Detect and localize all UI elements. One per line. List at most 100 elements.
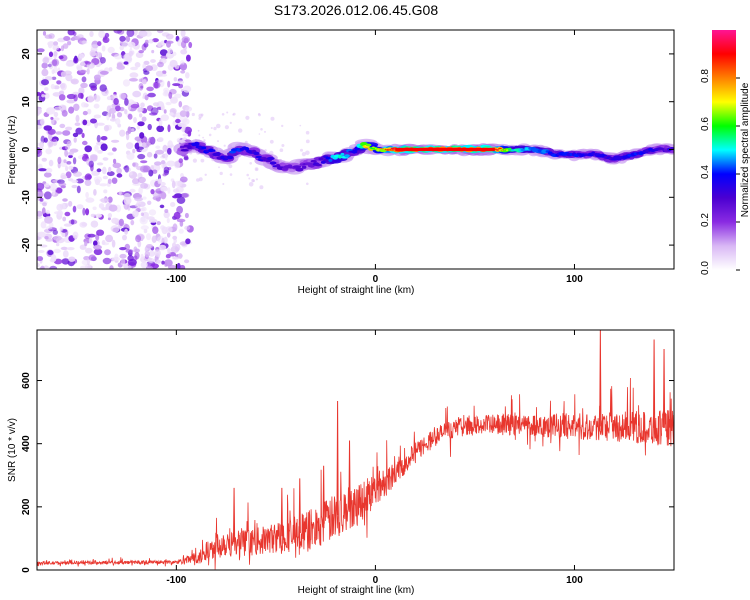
noise-blob <box>51 58 60 67</box>
noise-blob <box>49 265 58 269</box>
noise-blob <box>185 106 193 112</box>
noise-blob <box>100 143 108 151</box>
noise-blob <box>71 179 79 184</box>
noise-blob <box>116 173 123 178</box>
noise-blob <box>58 104 67 110</box>
noise-blob <box>147 257 155 263</box>
noise-blob <box>170 202 176 207</box>
noise-blob <box>163 166 170 174</box>
noise-blob <box>260 128 263 131</box>
noise-blob <box>114 253 119 260</box>
noise-blob <box>68 256 76 262</box>
noise-blob <box>44 92 50 99</box>
noise-blob <box>107 46 115 54</box>
noise-blob <box>139 132 145 139</box>
noise-blob <box>172 195 179 199</box>
noise-blob <box>155 145 161 149</box>
noise-blob <box>37 210 43 217</box>
noise-blob <box>76 66 83 71</box>
noise-blob <box>56 80 62 85</box>
noise-blob <box>281 144 285 147</box>
noise-blob <box>62 198 68 202</box>
noise-blob <box>305 139 310 144</box>
snr-y-tick-label: 0 <box>21 567 32 573</box>
noise-blob <box>155 149 165 155</box>
noise-blob <box>174 93 182 99</box>
noise-blob <box>85 197 95 203</box>
signal-track-blob <box>505 149 509 151</box>
noise-blob <box>129 188 136 193</box>
noise-blob <box>305 130 310 135</box>
noise-blob <box>228 164 233 169</box>
signal-track-blob <box>307 163 315 168</box>
noise-blob <box>167 80 171 88</box>
noise-blob <box>60 45 65 52</box>
noise-blob <box>132 162 139 168</box>
noise-blob <box>61 110 68 117</box>
noise-blob <box>53 235 62 241</box>
noise-blob <box>185 110 190 118</box>
noise-blob <box>157 30 164 34</box>
noise-blob <box>258 133 261 135</box>
noise-blob <box>166 160 176 167</box>
signal-track-blob <box>367 148 370 150</box>
noise-blob <box>70 78 79 85</box>
noise-blob <box>111 217 119 224</box>
snr-plot-area <box>37 330 674 570</box>
noise-blob <box>145 265 154 269</box>
noise-blob <box>68 106 75 114</box>
noise-blob <box>122 234 127 241</box>
noise-blob <box>61 232 66 237</box>
noise-blob <box>167 48 173 54</box>
noise-blob <box>182 118 190 125</box>
noise-blob <box>58 182 67 187</box>
noise-blob <box>44 34 53 39</box>
noise-blob <box>79 69 87 74</box>
noise-blob <box>218 166 220 169</box>
noise-blob <box>150 189 155 195</box>
noise-blob <box>178 228 184 234</box>
noise-blob <box>65 203 69 208</box>
noise-blob <box>107 178 112 184</box>
noise-blob <box>65 145 70 150</box>
noise-blob <box>85 208 90 216</box>
noise-blob <box>73 171 82 177</box>
noise-blob <box>183 156 189 161</box>
noise-blob <box>37 256 44 262</box>
noise-blob <box>93 240 98 247</box>
noise-blob <box>38 168 47 172</box>
noise-blob <box>119 35 126 42</box>
noise-blob <box>132 148 136 154</box>
noise-blob <box>192 158 197 163</box>
noise-blob <box>140 212 144 216</box>
noise-blob <box>138 50 144 54</box>
noise-blob <box>43 125 53 131</box>
noise-blob <box>179 64 186 69</box>
noise-blob <box>73 57 79 64</box>
signal-track-blob <box>372 146 375 148</box>
noise-blob <box>79 62 86 67</box>
noise-blob <box>151 49 155 54</box>
noise-blob <box>165 226 173 233</box>
noise-blob <box>174 160 181 169</box>
noise-blob <box>75 127 83 135</box>
noise-blob <box>157 61 164 68</box>
noise-blob <box>53 248 61 254</box>
noise-blob <box>180 30 186 38</box>
noise-blob <box>68 151 74 155</box>
signal-track-blob <box>498 147 502 150</box>
noise-blob <box>111 239 116 248</box>
snr-panel: -100 0 100 0 200 400 600 Height of straight li… <box>7 329 675 596</box>
noise-blob <box>141 206 147 212</box>
noise-blob <box>127 258 137 266</box>
noise-blob <box>104 32 110 38</box>
noise-blob <box>84 145 92 153</box>
signal-track-blob <box>320 160 326 164</box>
noise-blob <box>269 139 274 144</box>
noise-blob <box>68 200 73 207</box>
noise-blob <box>65 171 72 179</box>
noise-blob <box>111 177 118 184</box>
noise-blob <box>65 73 73 82</box>
noise-blob <box>300 148 303 152</box>
noise-blob <box>176 80 185 85</box>
